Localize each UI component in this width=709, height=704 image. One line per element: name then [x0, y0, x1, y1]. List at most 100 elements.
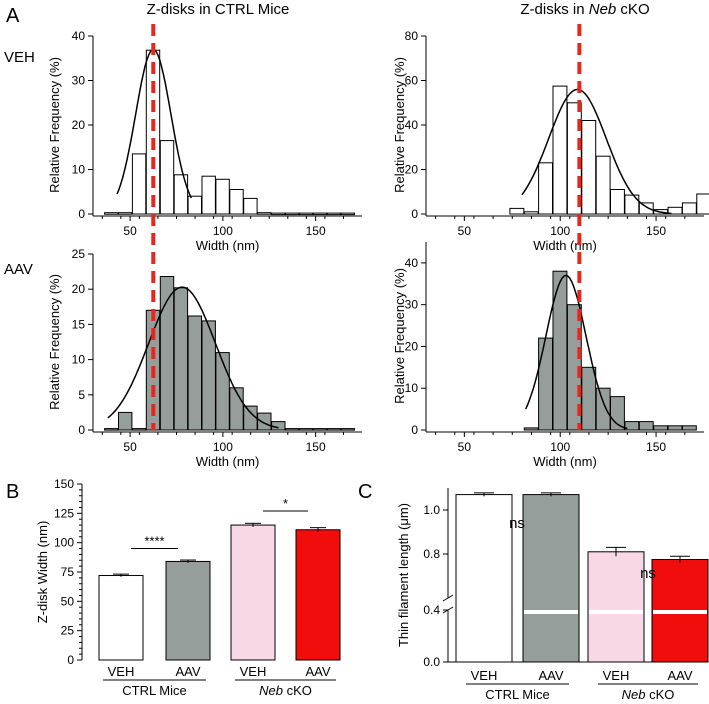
group-label: CTRL Mice — [485, 687, 550, 702]
column-title-neb-suffix: cKO — [616, 1, 649, 18]
histogram-bar — [681, 425, 697, 431]
y-tick-label: 0 — [411, 207, 418, 221]
bar-chart-zdisk-width: VEH AAV VEH AAV 0 25 50 75 100 125 150 Z-disk Width… — [35, 477, 341, 698]
x-tick-label: 50 — [458, 440, 472, 454]
histogram-bar — [257, 412, 272, 431]
x-tick-label: 50 — [123, 440, 137, 454]
category-label: AAV — [175, 664, 200, 679]
histogram-bar — [340, 212, 356, 216]
y-axis-label: Thin filament length (μm) — [396, 503, 411, 647]
y-tick-label: 0.0 — [423, 655, 440, 669]
y-tick-label: 10 — [72, 353, 86, 367]
histogram-bar — [104, 212, 119, 215]
histogram-bar — [538, 162, 553, 215]
y-tick-label: 75 — [61, 565, 75, 579]
x-tick-label: 100 — [550, 440, 570, 454]
x-tick-label: 100 — [213, 224, 233, 238]
y-tick-label: 125 — [54, 506, 74, 520]
row-label-veh: VEH — [4, 49, 35, 66]
histogram-bar — [538, 337, 553, 431]
bar — [165, 560, 211, 661]
y-tick-label: 20 — [405, 339, 419, 353]
bar — [295, 529, 341, 661]
histogram-bar — [187, 315, 203, 431]
y-tick-label: 1.0 — [423, 503, 440, 517]
bar — [522, 494, 580, 663]
column-title-neb: Z-disks in Neb cKO — [520, 1, 649, 18]
category-label: VEH — [108, 664, 135, 679]
histogram-ctrl-aav: 0 5 10 15 20 25 50 100 150 Width (nm) Relative Fre… — [47, 247, 362, 469]
y-tick-label: 0 — [78, 423, 85, 437]
histogram-bar — [104, 428, 119, 431]
histogram-bar — [638, 202, 654, 215]
histogram-bar — [696, 193, 709, 215]
histogram-bar — [581, 120, 597, 215]
histogram-bar — [610, 189, 625, 215]
group-label-italic: Neb — [622, 687, 646, 702]
y-tick-label: 5 — [78, 388, 85, 402]
y-tick-label: 15 — [72, 317, 86, 331]
axis-break-mark — [442, 594, 454, 602]
y-tick-label: 100 — [54, 536, 74, 550]
histogram-bar — [229, 387, 244, 431]
y-axis-label: Relative Frequency (%) — [392, 268, 407, 404]
x-tick-label: 150 — [646, 224, 666, 238]
significance-label: ns — [640, 565, 656, 582]
column-title-ctrl: Z-disks in CTRL Mice — [147, 1, 290, 18]
y-tick-label: 25 — [61, 624, 75, 638]
histogram-bar — [173, 174, 189, 215]
y-axis-label: Z-disk Width (nm) — [35, 521, 50, 624]
histogram-neb-veh: 0 20 40 60 80 50 100 150 Width (nm) Relative Freq… — [392, 29, 709, 253]
gaussian-fit-curve — [525, 274, 628, 430]
y-tick-label: 10 — [405, 381, 419, 395]
y-axis-label: Relative Frequency (%) — [392, 57, 407, 193]
significance-label: **** — [144, 534, 164, 549]
histogram-bar — [159, 140, 175, 215]
histogram-bar — [340, 428, 356, 431]
histogram-bar — [131, 153, 147, 215]
histogram-bar — [667, 425, 683, 431]
y-tick-label: 40 — [72, 29, 86, 43]
y-tick-label: 150 — [54, 477, 74, 491]
histogram-bar — [624, 194, 640, 215]
y-tick-label: 10 — [72, 163, 86, 177]
histogram-bar — [509, 207, 525, 215]
axis-break-band — [589, 610, 643, 614]
x-tick-label: 50 — [458, 224, 472, 238]
x-tick-label: 150 — [306, 224, 326, 238]
group-label-suffix: cKO — [283, 683, 312, 698]
x-tick-label: 50 — [123, 224, 137, 238]
histogram-bar — [638, 421, 654, 431]
x-axis-label: Width (nm) — [533, 454, 597, 469]
y-tick-label: 60 — [405, 74, 419, 88]
histogram-bar — [215, 352, 230, 431]
axis-break-band — [653, 610, 707, 614]
x-tick-label: 100 — [550, 224, 570, 238]
y-tick-label: 50 — [61, 594, 75, 608]
category-label: AAV — [667, 668, 692, 683]
group-label-italic: Neb — [259, 683, 283, 698]
bar — [587, 551, 645, 663]
row-label-aav: AAV — [4, 261, 33, 278]
histogram-bar — [257, 212, 272, 215]
y-tick-label: 20 — [72, 282, 86, 296]
bar — [98, 575, 144, 661]
histogram-bar — [312, 428, 328, 431]
y-tick-label: 0 — [78, 207, 85, 221]
histogram-bar — [681, 202, 697, 215]
x-axis-label: Width (nm) — [196, 454, 260, 469]
y-axis-label: Relative Frequency (%) — [47, 57, 62, 193]
histogram-bar — [118, 411, 133, 431]
category-label: AAV — [305, 664, 330, 679]
group-label-suffix: cKO — [645, 687, 674, 702]
histogram-neb-aav: 0 10 20 30 40 50 100 150 Width (nm) Relative Freq… — [392, 242, 704, 469]
y-tick-label: 0.8 — [423, 547, 440, 561]
y-tick-label: 80 — [405, 29, 419, 43]
histogram-bar — [145, 49, 161, 215]
category-label: AAV — [538, 668, 563, 683]
x-axis-label: Width (nm) — [196, 238, 260, 253]
y-tick-label: 30 — [405, 298, 419, 312]
axis-break-band — [457, 610, 511, 614]
histogram-bar — [285, 212, 300, 216]
group-label: Neb cKO — [259, 683, 312, 698]
